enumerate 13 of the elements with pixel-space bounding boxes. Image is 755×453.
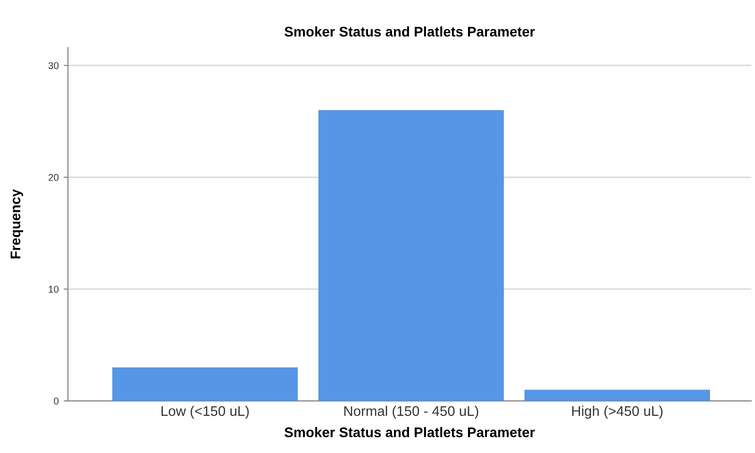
x-axis-title: Smoker Status and Platlets Parameter: [284, 427, 535, 438]
x-tick-label: High (>450 uL): [572, 406, 663, 419]
bar: [112, 367, 298, 401]
bar: [524, 390, 710, 401]
x-tick-label: Normal (150 - 450 uL): [344, 406, 478, 419]
bar: [318, 110, 504, 401]
x-tick-label: Low (<150 uL): [162, 406, 249, 419]
y-tick-label: 20: [48, 174, 59, 181]
y-tick-label: 30: [48, 62, 59, 70]
y-tick-label: 0: [54, 398, 59, 405]
chart-title: Smoker Status and Platlets Parameter: [284, 26, 535, 37]
y-tick-label: 10: [48, 286, 59, 293]
y-axis-title: Frequency: [10, 189, 24, 258]
